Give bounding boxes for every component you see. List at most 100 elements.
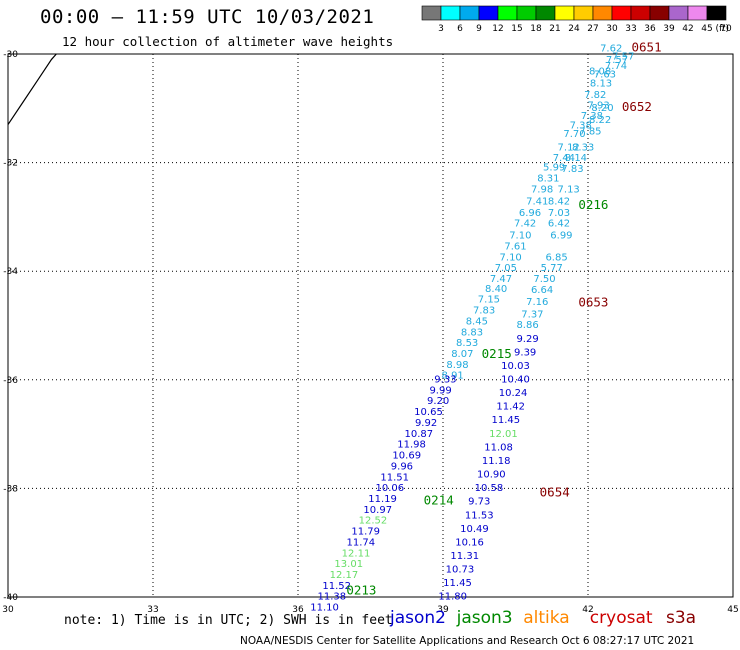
coastline xyxy=(7,53,57,125)
wave-height-value: 11.98 xyxy=(397,440,426,451)
wave-height-value: 10.58 xyxy=(475,483,504,494)
wave-height-value: 11.31 xyxy=(450,551,479,562)
wave-height-value: 7.93 xyxy=(588,100,610,111)
legend-label: 18 xyxy=(530,24,542,34)
legend-unit: (ft) xyxy=(715,24,729,34)
wave-height-value: 10.97 xyxy=(363,505,392,516)
legend-label: 6 xyxy=(457,24,463,34)
legend-swatch xyxy=(611,5,632,21)
legend-label: 70 xyxy=(720,24,732,34)
wave-height-value: 11.38 xyxy=(318,592,347,603)
wave-height-value: 8.31 xyxy=(537,174,559,185)
pass-time-label: 0653 xyxy=(578,294,608,309)
wave-height-value: 6.42 xyxy=(548,219,570,230)
wave-height-value: 8.45 xyxy=(466,316,488,327)
wave-height-value: 11.45 xyxy=(443,578,472,589)
wave-height-value: 10.06 xyxy=(376,483,405,494)
wave-height-value: 8.40 xyxy=(485,284,507,295)
wave-height-value: 7.85 xyxy=(579,126,601,137)
wave-height-value: 5.77 xyxy=(541,263,563,274)
legend-swatch xyxy=(687,5,708,21)
legend-label: 3 xyxy=(438,24,444,34)
legend-swatch xyxy=(478,5,499,21)
wave-height-value: 11.18 xyxy=(482,456,511,467)
wave-height-value: 11.10 xyxy=(310,603,339,614)
x-tick-label: 36 xyxy=(292,605,304,615)
wave-height-value: 10.73 xyxy=(446,565,475,576)
wave-height-value: 6.64 xyxy=(531,285,553,296)
wave-height-value: 10.40 xyxy=(501,375,530,386)
wave-height-value: 10.90 xyxy=(477,470,506,481)
satellite-label-jason2: jason2 xyxy=(390,608,446,628)
y-tick-label: -36 xyxy=(3,376,18,386)
legend-label: 45 xyxy=(701,24,712,34)
legend-label: 42 xyxy=(682,24,693,34)
wave-height-value: 11.74 xyxy=(347,537,376,548)
legend-swatch xyxy=(535,5,556,21)
wave-height-value: 10.65 xyxy=(414,407,443,418)
legend-swatch xyxy=(649,5,670,21)
wave-height-value: 7.50 xyxy=(533,274,555,285)
legend-swatch xyxy=(516,5,537,21)
wave-height-value: 11.51 xyxy=(380,472,409,483)
satellite-label-s3a: s3a xyxy=(666,608,697,628)
legend-swatch xyxy=(630,5,651,21)
pass-time-label: 0652 xyxy=(622,99,652,114)
wave-height-value: 9.39 xyxy=(514,347,536,358)
legend-swatch xyxy=(440,5,461,21)
wave-height-value: 8.22 xyxy=(589,115,611,126)
wave-height-value: 7.57 xyxy=(612,51,634,62)
wave-height-value: 7.10 xyxy=(509,231,531,242)
wave-height-value: 7.41 xyxy=(526,196,548,207)
legend-label: 15 xyxy=(511,24,522,34)
page-title: 00:00 – 11:59 UTC 10/03/2021 xyxy=(40,6,375,28)
wave-height-value: 7.63 xyxy=(594,69,616,80)
wave-height-value: 8.91 xyxy=(442,371,464,382)
wave-height-value: 5.99 xyxy=(543,163,565,174)
wave-height-value: 7.16 xyxy=(526,297,548,308)
wave-height-value: 7.38 xyxy=(581,111,603,122)
wave-height-value: 9.20 xyxy=(427,396,449,407)
y-tick-label: -38 xyxy=(3,484,18,494)
wave-height-value: 8.53 xyxy=(456,338,478,349)
legend-label: 33 xyxy=(625,24,636,34)
legend-swatch xyxy=(668,5,689,21)
wave-height-value: 7.70 xyxy=(563,129,585,140)
wave-height-value: 9.99 xyxy=(429,385,451,396)
wave-height-value: 8.83 xyxy=(461,327,483,338)
wave-height-value: 7.44 xyxy=(553,153,575,164)
wave-height-value: 7.62 xyxy=(600,43,622,54)
wave-height-value: 7.47 xyxy=(490,274,512,285)
wave-height-value: 7.83 xyxy=(473,306,495,317)
legend-swatch xyxy=(592,5,613,21)
pass-time-label: 0215 xyxy=(482,346,512,361)
satellite-label-jason3: jason3 xyxy=(456,608,513,628)
wave-height-value: 7.82 xyxy=(584,90,606,101)
legend-swatch xyxy=(459,5,480,21)
legend-label: 30 xyxy=(606,24,618,34)
wave-height-value: 9.33 xyxy=(434,375,456,386)
wave-height-value: 8.08 xyxy=(589,67,611,78)
wave-height-value: 10.49 xyxy=(460,524,489,535)
map-frame xyxy=(7,53,734,598)
y-tick-label: -40 xyxy=(3,593,18,603)
wave-height-value: 7.83 xyxy=(561,164,583,175)
legend-label: 24 xyxy=(568,24,580,34)
wave-height-value: 11.42 xyxy=(496,402,525,413)
footer-note: note: 1) Time is in UTC; 2) SWH is in fe… xyxy=(64,613,393,628)
wave-height-value: 7.42 xyxy=(514,219,536,230)
wave-height-value: 7.10 xyxy=(500,252,522,263)
wave-height-value: 6.96 xyxy=(519,208,541,219)
wave-height-value: 7.05 xyxy=(495,263,517,274)
wave-height-value: 7.38 xyxy=(570,120,592,131)
wave-height-value: 10.87 xyxy=(405,429,434,440)
wave-height-value: 10.69 xyxy=(392,451,421,462)
wave-height-value: 11.45 xyxy=(492,415,521,426)
wave-height-value: 13.01 xyxy=(334,559,363,570)
wave-height-value: 11.79 xyxy=(351,527,380,538)
legend-swatch xyxy=(497,5,518,21)
wave-height-value: 9.92 xyxy=(415,418,437,429)
wave-height-value: 12.52 xyxy=(359,516,388,527)
wave-height-value: 12.11 xyxy=(342,548,371,559)
legend-swatch xyxy=(554,5,575,21)
